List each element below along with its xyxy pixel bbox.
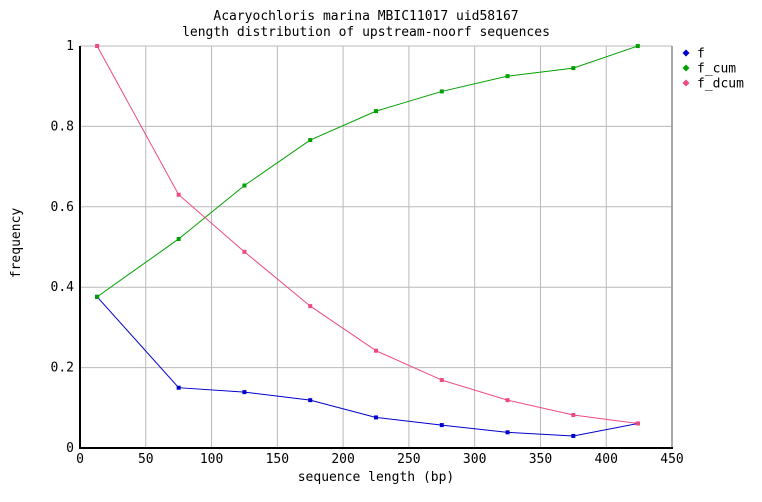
- series-f_cum-point: [308, 138, 313, 143]
- series-f-point: [242, 390, 247, 395]
- legend-marker-f_dcum: [682, 79, 690, 87]
- series-f_dcum-point: [242, 249, 247, 254]
- legend-label-f_cum: f_cum: [697, 62, 736, 77]
- x-tick-label-450: 450: [660, 452, 683, 467]
- x-tick-label-50: 50: [138, 452, 154, 467]
- series-f_dcum-point: [374, 348, 378, 353]
- series-f_dcum-point: [176, 192, 181, 197]
- legend-item-f: f: [682, 47, 705, 62]
- chart-title: Acaryochloris marina MBIC11017 uid58167: [213, 9, 518, 24]
- axes: [79, 46, 673, 449]
- x-axis-label: sequence length (bp): [298, 470, 455, 485]
- series-f_dcum-point: [635, 421, 640, 426]
- series-f_cum-point: [635, 44, 640, 48]
- legend-marker-f: [682, 49, 690, 57]
- chart-subtitle: length distribution of upstream-noorf se…: [182, 25, 550, 40]
- x-tick-label-300: 300: [463, 452, 486, 467]
- gridlines: [80, 45, 673, 448]
- series-f-point: [439, 423, 444, 428]
- series-f_cum-point: [95, 294, 100, 299]
- series-f-point: [374, 415, 378, 420]
- y-tick-labels: 0 0.2 0.4 0.6 0.8 1: [51, 39, 75, 456]
- y-tick-label-0.8: 0.8: [51, 119, 74, 134]
- series-f-point: [571, 433, 576, 438]
- series-f_cum-point: [374, 109, 378, 114]
- legend-label-f_dcum: f_dcum: [697, 77, 744, 92]
- series-f_dcum-line: [96, 45, 638, 424]
- series-f-line: [96, 296, 638, 437]
- y-tick-label-0.2: 0.2: [51, 361, 74, 376]
- x-tick-label-0: 0: [76, 452, 84, 467]
- series-f_cum-line: [96, 45, 638, 298]
- series-f_dcum-point: [95, 44, 100, 48]
- x-tick-labels: 0 50 100 150 200 250 300 350 400 450: [76, 452, 684, 467]
- legend-item-f_dcum: f_dcum: [682, 77, 744, 92]
- series-f_cum-point: [505, 74, 510, 79]
- y-tick-label-0.6: 0.6: [51, 200, 74, 215]
- series-f_dcum-point: [505, 398, 510, 403]
- x-tick-label-250: 250: [397, 452, 420, 467]
- y-tick-label-0: 0: [66, 441, 74, 456]
- y-axis-label: frequency: [9, 208, 24, 279]
- series-f_cum-point: [439, 89, 444, 94]
- series-f_dcum-point: [308, 304, 313, 309]
- y-tick-label-1: 1: [66, 39, 74, 54]
- data-series: [95, 44, 640, 438]
- x-tick-label-400: 400: [594, 452, 617, 467]
- x-tick-label-350: 350: [529, 452, 552, 467]
- series-f-point: [505, 430, 510, 435]
- series-f_dcum-point: [439, 378, 444, 383]
- series-f-point: [308, 398, 313, 403]
- legend-marker-f_cum: [682, 64, 690, 72]
- legend-item-f_cum: f_cum: [682, 62, 736, 77]
- y-tick-label-0.4: 0.4: [51, 280, 75, 295]
- x-tick-label-100: 100: [200, 452, 223, 467]
- x-tick-label-150: 150: [266, 452, 289, 467]
- series-f_cum-point: [176, 236, 181, 241]
- series-f_cum-point: [242, 183, 247, 188]
- legend-label-f: f: [697, 47, 705, 62]
- series-f-point: [176, 385, 181, 390]
- x-tick-label-200: 200: [331, 452, 354, 467]
- series-f_dcum-point: [571, 413, 576, 418]
- series-f_cum-point: [571, 66, 576, 71]
